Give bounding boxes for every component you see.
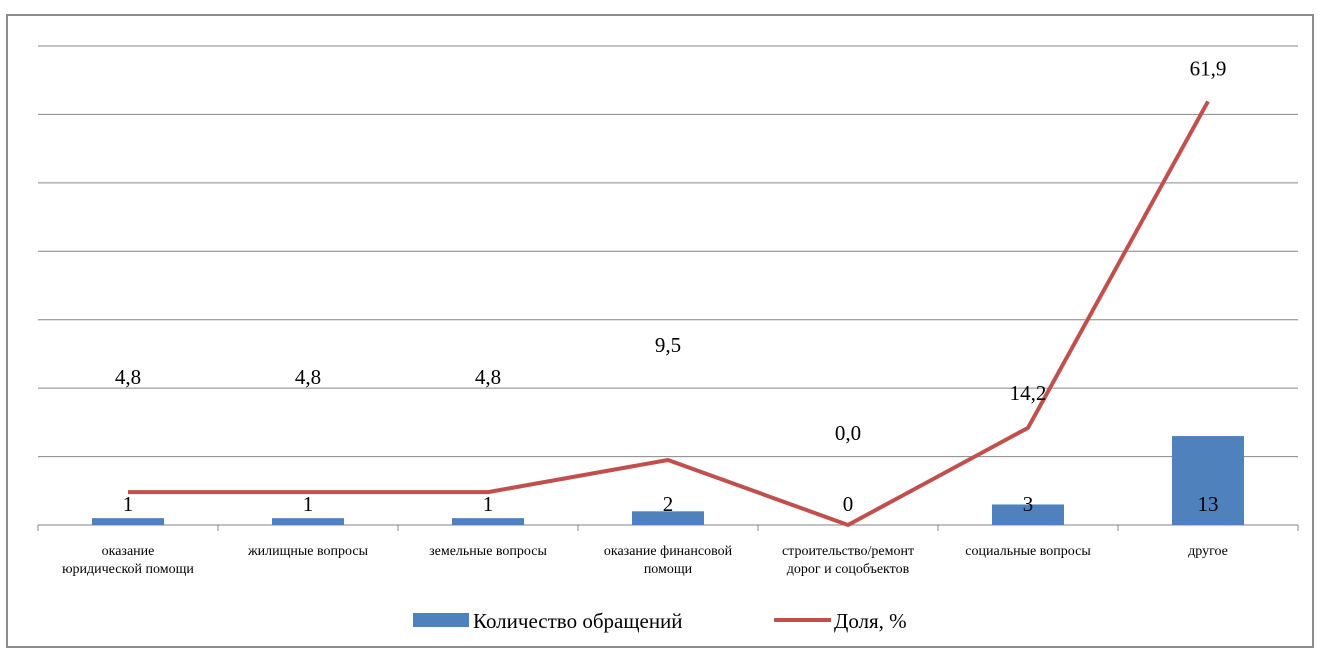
x-tick-label-line: помощи bbox=[644, 562, 693, 577]
bar bbox=[452, 518, 524, 525]
line-value-label: 61,9 bbox=[1190, 56, 1227, 80]
bar-value-label: 1 bbox=[123, 492, 134, 516]
x-tick-label-line: юридической помощи bbox=[62, 562, 194, 577]
x-tick-label-line: земельные вопросы bbox=[429, 544, 547, 559]
line-value-label: 4,8 bbox=[475, 365, 501, 389]
x-tick-label-line: строительство/ремонт bbox=[782, 544, 914, 559]
x-tick-label: оказание финансовой помощи bbox=[604, 544, 733, 577]
bar bbox=[992, 504, 1064, 525]
x-tick-label: другое bbox=[1188, 544, 1228, 559]
x-tick-label-line: социальные вопросы bbox=[965, 544, 1091, 559]
legend-label-bar: Количество обращений bbox=[473, 609, 683, 633]
x-tick-label-line: дорог и соцобъектов bbox=[787, 562, 910, 577]
line-series-path bbox=[128, 100, 1210, 527]
x-tick-label: жилищные вопросы bbox=[247, 544, 369, 559]
x-tick-label: оказание юридической помощи bbox=[62, 544, 194, 577]
bar-value-label: 2 bbox=[663, 492, 674, 516]
x-tick-label: земельные вопросы bbox=[429, 544, 547, 559]
x-tick-label: строительство/ремонт дорог и соцобъектов bbox=[782, 544, 914, 577]
chart-frame bbox=[6, 14, 1314, 648]
legend-label-line: Доля, % bbox=[834, 609, 907, 633]
bar bbox=[632, 511, 704, 525]
bar-value-label: 13 bbox=[1198, 492, 1219, 516]
bar-value-label: 1 bbox=[483, 492, 494, 516]
line-value-label: 4,8 bbox=[115, 365, 141, 389]
bar bbox=[272, 518, 344, 525]
x-tick-label-line: другое bbox=[1188, 544, 1228, 559]
bar-value-label: 0 bbox=[843, 492, 854, 516]
legend-swatch-bar bbox=[413, 613, 469, 627]
bar-value-label: 3 bbox=[1023, 492, 1034, 516]
line-value-label: 9,5 bbox=[655, 333, 681, 357]
bar bbox=[92, 518, 164, 525]
x-tick-label-line: жилищные вопросы bbox=[247, 544, 369, 559]
x-tick-label: социальные вопросы bbox=[965, 544, 1091, 559]
line-value-label: 14,2 bbox=[1010, 381, 1047, 405]
x-tick-label-line: оказание bbox=[102, 544, 155, 559]
line-value-label: 4,8 bbox=[295, 365, 321, 389]
line-value-label: 0,0 bbox=[835, 421, 861, 445]
bar bbox=[1172, 436, 1244, 525]
bar-value-label: 1 bbox=[303, 492, 314, 516]
x-tick-label-line: оказание финансовой bbox=[604, 544, 733, 559]
